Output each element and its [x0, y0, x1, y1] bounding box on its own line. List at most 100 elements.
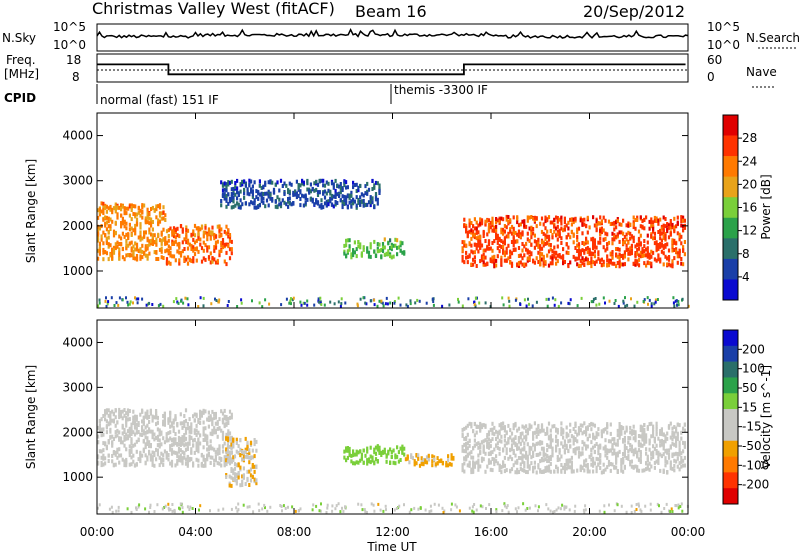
heatmap-cell [521, 447, 524, 452]
heatmap-cell [414, 301, 417, 305]
heatmap-cell [667, 448, 671, 453]
heatmap-cell [528, 250, 531, 255]
heatmap-cell [369, 200, 372, 205]
heatmap-cell [603, 504, 606, 508]
heatmap-cell [174, 258, 177, 263]
heatmap-cell [251, 448, 254, 453]
heatmap-cell [281, 198, 284, 203]
heatmap-cell [299, 189, 302, 194]
heatmap-cell [202, 454, 205, 459]
heatmap-cell [586, 425, 589, 430]
heatmap-cell [441, 506, 444, 510]
heatmap-cell [507, 219, 510, 224]
heatmap-cell [119, 440, 123, 445]
heatmap-cell [141, 419, 144, 424]
heatmap-cell [206, 436, 209, 440]
heatmap-cell [482, 255, 485, 260]
heatmap-cell [616, 247, 619, 252]
heatmap-cell [542, 469, 545, 474]
heatmap-cell [674, 504, 677, 507]
heatmap-cell [498, 463, 501, 468]
heatmap-cell [114, 231, 117, 236]
heatmap-cell [502, 447, 505, 452]
heatmap-cell [512, 423, 515, 428]
heatmap-cell [558, 448, 561, 453]
heatmap-cell [102, 211, 105, 215]
heatmap-cell [144, 453, 147, 458]
heatmap-cell [112, 450, 115, 454]
heatmap-cell [627, 221, 630, 226]
heatmap-cell [539, 244, 542, 249]
heatmap-cell [198, 508, 200, 512]
heatmap-cell [146, 253, 149, 258]
colorbar-swatch [723, 217, 738, 239]
heatmap-cell [667, 452, 671, 457]
heatmap-cell [606, 448, 609, 453]
heatmap-cell [192, 438, 195, 443]
heatmap-cell [179, 421, 182, 426]
heatmap-cell [673, 425, 676, 429]
heatmap-cell [150, 220, 153, 224]
colorbar-swatch [723, 456, 738, 473]
heatmap-cell [144, 216, 147, 221]
heatmap-cell [555, 226, 558, 231]
heatmap-cell [475, 226, 478, 231]
heatmap-cell [530, 215, 533, 219]
heatmap-cell [662, 442, 665, 447]
heatmap-cell [549, 436, 552, 441]
heatmap-cell [450, 456, 453, 461]
heatmap-cell [648, 298, 651, 302]
heatmap-cell [211, 422, 214, 426]
heatmap-cell [192, 256, 195, 261]
heatmap-cell [150, 217, 153, 222]
heatmap-cell [135, 417, 138, 422]
heatmap-cell [655, 449, 658, 453]
heatmap-cell [491, 457, 494, 461]
heatmap-cell [190, 243, 193, 248]
heatmap-cell [502, 248, 505, 253]
heatmap-cell [472, 460, 475, 465]
heatmap-cell [107, 244, 110, 249]
heatmap-cell [360, 251, 363, 256]
heatmap-cell [662, 246, 665, 251]
heatmap-cell [560, 218, 563, 223]
heatmap-cell [118, 430, 121, 435]
heatmap-cell [495, 443, 498, 448]
heatmap-cell [330, 193, 334, 198]
heatmap-cell [652, 450, 655, 455]
heatmap-cell [186, 255, 190, 260]
heatmap-cell [611, 231, 614, 236]
heatmap-cell [174, 230, 177, 235]
heatmap-cell [516, 510, 518, 514]
heatmap-cell [667, 225, 671, 230]
heatmap-cell [489, 439, 492, 444]
heatmap-cell [660, 510, 663, 514]
heatmap-cell [472, 257, 475, 262]
heatmap-cell [472, 429, 475, 434]
heatmap-cell [486, 218, 489, 223]
heatmap-cell [260, 199, 263, 204]
heatmap-cell [608, 299, 611, 303]
heatmap-cell [549, 509, 552, 513]
heatmap-cell [652, 220, 655, 225]
heatmap-cell [393, 508, 396, 512]
heatmap-cell [630, 504, 633, 508]
heatmap-cell [230, 446, 233, 451]
heatmap-cell [160, 246, 163, 251]
heatmap-cell [592, 463, 595, 468]
heatmap-cell [128, 444, 131, 449]
heatmap-cell [506, 504, 509, 508]
heatmap-cell [604, 453, 607, 458]
heatmap-cell [595, 223, 598, 228]
heatmap-cell [495, 437, 498, 441]
heatmap-cell [183, 420, 186, 424]
heatmap-cell [107, 229, 110, 234]
heatmap-cell [583, 510, 586, 514]
heatmap-cell [475, 264, 478, 268]
heatmap-cell [516, 467, 519, 472]
heatmap-cell [535, 256, 538, 261]
heatmap-cell [107, 413, 110, 418]
heatmap-cell [341, 188, 344, 192]
heatmap-cell [572, 437, 575, 442]
heatmap-cell [615, 459, 618, 463]
